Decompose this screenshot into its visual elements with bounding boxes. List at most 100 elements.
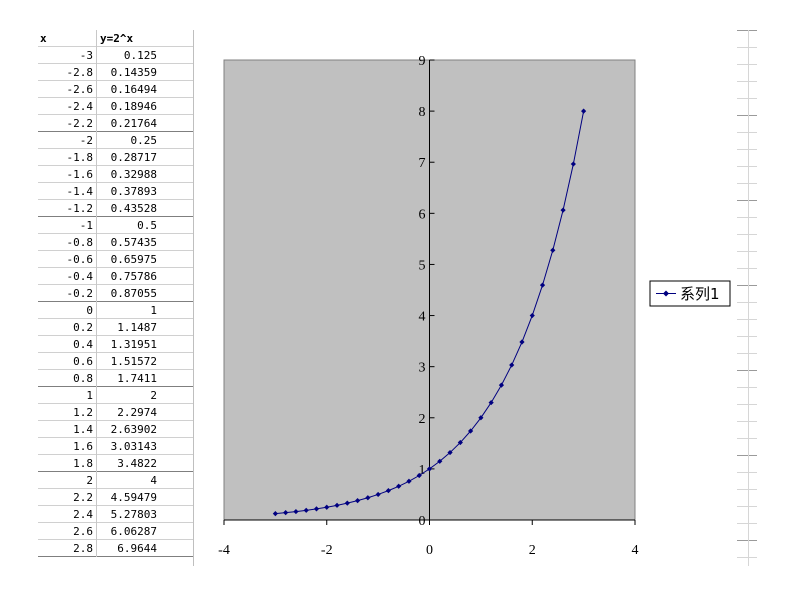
data-point [416,472,422,479]
cell-y[interactable]: 1.31951 [110,338,157,351]
table-row: -2.2 0.21764 [38,115,195,132]
cell-y[interactable]: 0.28717 [110,151,157,164]
cell-x[interactable]: -0.4 [38,268,97,285]
cell-y[interactable]: 4.59479 [110,491,157,504]
cell-x[interactable]: -2.8 [38,64,97,81]
data-point [375,491,381,498]
cell-x[interactable]: -2 [38,132,97,149]
cell-y[interactable]: 2.63902 [110,423,157,436]
cell-y[interactable]: 0.16494 [110,83,157,96]
cell-y[interactable]: 0.14359 [110,66,157,79]
y-tick-label: 9 [419,54,426,69]
cell-x[interactable]: -1.2 [38,200,97,217]
cell-y[interactable]: 4 [150,474,157,487]
cell-x[interactable]: -1.6 [38,166,97,183]
cell-x[interactable]: 2.4 [38,506,97,523]
cell-y[interactable]: 0.87055 [110,287,157,300]
table-row: -2 0.25 [38,132,195,149]
cell-x[interactable]: -1.8 [38,149,97,166]
table-row: 1.2 2.2974 [38,404,195,421]
cell-x[interactable]: 1 [38,387,97,404]
cell-x[interactable]: 2 [38,472,97,489]
data-point [426,466,433,472]
y-tick-label: 7 [419,156,426,171]
cell-y[interactable]: 1.1487 [117,321,157,334]
table-row: 2.2 4.59479 [38,489,195,506]
table-row: -0.2 0.87055 [38,285,195,302]
cell-y[interactable]: 1.51572 [110,355,157,368]
cell-y[interactable]: 3.4822 [117,457,157,470]
cell-x[interactable]: 1.4 [38,421,97,438]
cell-y[interactable]: 6.06287 [110,525,157,538]
cell-x[interactable]: -1 [38,217,97,234]
cell-x[interactable]: -0.6 [38,251,97,268]
cell-x[interactable]: -0.8 [38,234,97,251]
data-point [437,458,443,464]
table-row: -2.4 0.18946 [38,98,195,115]
cell-x[interactable]: -0.2 [38,285,97,302]
cell-y[interactable]: 0.57435 [110,236,157,249]
cell-y[interactable]: 1.7411 [117,372,157,385]
header-x[interactable]: x [38,30,97,47]
cell-x[interactable]: 0.6 [38,353,97,370]
cell-y[interactable]: 0.18946 [110,100,157,113]
legend-label: 系列1 [680,285,720,303]
cell-y[interactable]: 6.9644 [117,542,157,555]
data-point [581,108,587,114]
cell-x[interactable]: 0.2 [38,319,97,336]
cell-y[interactable]: 5.27803 [110,508,157,521]
strip-gridlines [737,30,757,566]
cell-x[interactable]: -1.4 [38,183,97,200]
cell-y[interactable]: 0.75786 [110,270,157,283]
cell-y[interactable]: 2.2974 [117,406,157,419]
cell-y[interactable]: 0.5 [137,219,157,232]
cell-y[interactable]: 0.25 [130,134,158,147]
data-point [303,507,309,513]
table-row: -1.4 0.37893 [38,183,195,200]
table-row: 1.4 2.63902 [38,421,195,438]
cell-y[interactable]: 0.21764 [110,117,157,130]
table-row: -2.8 0.14359 [38,64,195,81]
cell-x[interactable]: 2.6 [38,523,97,540]
cell-y[interactable]: 3.03143 [110,440,157,453]
cell-x[interactable]: 0.8 [38,370,97,387]
cell-x[interactable]: -2.6 [38,81,97,98]
table-row: 2.6 6.06287 [38,523,195,540]
table-row: -3 0.125 [38,47,195,64]
x-tick-label: 2 [529,543,536,558]
table-row: -2.6 0.16494 [38,81,195,98]
cell-x[interactable]: 1.2 [38,404,97,421]
data-point [468,428,474,434]
table-row: -0.6 0.65975 [38,251,195,268]
x-tick-label: -2 [321,543,333,558]
legend-swatch-marker [663,290,669,297]
cell-y[interactable]: 0.37893 [110,185,157,198]
data-point [560,207,566,213]
cell-x[interactable]: 0 [38,302,97,319]
cell-y[interactable]: 0.43528 [110,202,157,215]
data-point [509,362,515,368]
cell-y[interactable]: 2 [150,389,157,402]
table-row: 0.4 1.31951 [38,336,195,353]
cell-x[interactable]: -2.4 [38,98,97,115]
cell-x[interactable]: -2.2 [38,115,97,132]
data-point [344,500,350,506]
cell-x[interactable]: 2.2 [38,489,97,506]
cell-x[interactable]: 1.6 [38,438,97,455]
chart-area[interactable]: 0 1 2 3 4 5 6 7 8 9 -4 -2 0 2 4 系列1 [193,30,738,566]
cell-y[interactable]: 0.65975 [110,253,157,266]
cell-x[interactable]: 0.4 [38,336,97,353]
cell-y[interactable]: 0.32988 [110,168,157,181]
cell-x[interactable]: 1.8 [38,455,97,472]
cell-x[interactable]: 2.8 [38,540,97,557]
data-point [519,339,525,345]
table-row: -1 0.5 [38,217,195,234]
cell-x[interactable]: -3 [38,47,97,64]
table-row: -1.8 0.28717 [38,149,195,166]
table-row: -1.6 0.32988 [38,166,195,183]
cell-y[interactable]: 0.125 [123,49,157,62]
data-point [488,399,494,406]
cell-y[interactable]: 1 [150,304,157,317]
header-y[interactable]: y=2^x [100,32,134,45]
